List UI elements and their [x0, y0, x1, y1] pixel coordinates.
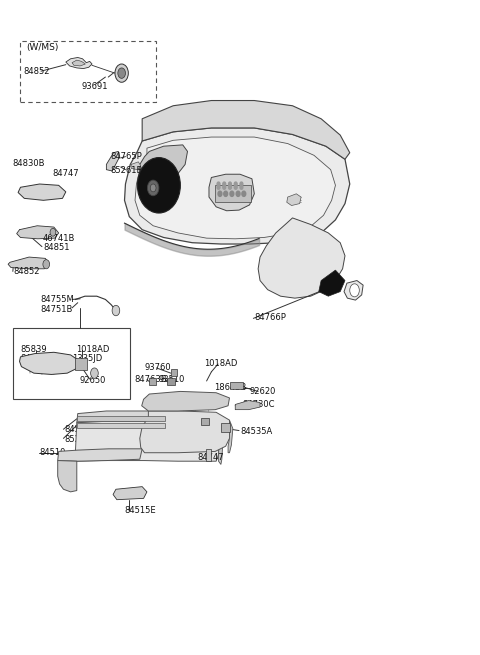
Bar — [205, 449, 211, 461]
Circle shape — [218, 191, 222, 196]
Text: 1335JD: 1335JD — [192, 420, 223, 428]
Polygon shape — [107, 151, 120, 171]
Text: 84510: 84510 — [39, 448, 66, 457]
Polygon shape — [8, 257, 49, 269]
Text: 92620: 92620 — [250, 387, 276, 396]
Polygon shape — [142, 100, 350, 159]
Bar — [21, 41, 156, 102]
Polygon shape — [135, 137, 336, 239]
Polygon shape — [140, 411, 229, 453]
Circle shape — [115, 64, 128, 83]
Text: 18645B: 18645B — [214, 383, 246, 392]
Circle shape — [230, 191, 234, 196]
Text: 84747: 84747 — [21, 354, 47, 364]
Text: 46741B: 46741B — [43, 234, 75, 242]
Circle shape — [150, 184, 156, 192]
Text: 84751B: 84751B — [40, 305, 73, 314]
Circle shape — [147, 180, 159, 196]
Text: 92650: 92650 — [79, 376, 106, 385]
Polygon shape — [319, 270, 345, 296]
Text: 84755M: 84755M — [40, 295, 74, 304]
Circle shape — [223, 185, 226, 189]
Circle shape — [240, 182, 243, 186]
Text: 84766P: 84766P — [254, 312, 286, 322]
Circle shape — [91, 368, 98, 379]
Text: 84513C: 84513C — [64, 424, 97, 434]
Polygon shape — [75, 421, 220, 461]
Polygon shape — [113, 487, 147, 500]
Circle shape — [228, 182, 231, 186]
Text: 84763B: 84763B — [134, 375, 167, 384]
Circle shape — [217, 185, 220, 189]
Polygon shape — [142, 392, 229, 411]
Polygon shape — [17, 226, 59, 239]
Bar — [201, 417, 208, 425]
Text: 1335JD: 1335JD — [72, 354, 102, 364]
Text: 84851: 84851 — [43, 244, 70, 252]
Circle shape — [234, 185, 237, 189]
Polygon shape — [18, 184, 66, 200]
Polygon shape — [72, 60, 85, 66]
Text: 85261B: 85261B — [110, 166, 143, 176]
Circle shape — [43, 259, 49, 269]
Bar — [77, 422, 165, 428]
Polygon shape — [140, 145, 188, 179]
Bar — [77, 416, 165, 421]
Circle shape — [234, 182, 237, 186]
Bar — [171, 369, 178, 376]
Text: 84535A: 84535A — [240, 427, 272, 436]
Circle shape — [350, 284, 360, 297]
Circle shape — [223, 182, 226, 186]
Bar — [13, 328, 130, 400]
Text: 84747: 84747 — [197, 453, 224, 462]
Circle shape — [217, 182, 220, 186]
Bar — [221, 422, 230, 432]
Text: 93760: 93760 — [144, 364, 171, 373]
Polygon shape — [124, 128, 350, 244]
Polygon shape — [58, 460, 77, 492]
Bar — [149, 379, 156, 385]
Polygon shape — [58, 449, 142, 461]
Circle shape — [242, 191, 246, 196]
Text: 93510: 93510 — [159, 375, 185, 384]
Text: 84730C: 84730C — [242, 400, 275, 409]
Polygon shape — [218, 426, 223, 464]
Text: 1018AD: 1018AD — [204, 359, 238, 368]
Text: 93691: 93691 — [82, 83, 108, 91]
Polygon shape — [209, 174, 254, 211]
Polygon shape — [235, 401, 260, 409]
Text: 84830B: 84830B — [12, 159, 44, 168]
Text: (W/MS): (W/MS) — [26, 43, 59, 52]
Text: 84747: 84747 — [52, 169, 79, 178]
Polygon shape — [287, 194, 301, 206]
Text: 84852: 84852 — [24, 67, 50, 76]
Polygon shape — [344, 280, 363, 300]
Text: 1018AD: 1018AD — [76, 345, 109, 354]
Text: 84515E: 84515E — [124, 506, 156, 515]
Circle shape — [50, 229, 56, 236]
Bar — [75, 358, 87, 370]
Text: 84765P: 84765P — [110, 152, 142, 161]
Bar — [229, 383, 243, 389]
Circle shape — [112, 305, 120, 316]
Circle shape — [224, 191, 228, 196]
Text: 85261C: 85261C — [64, 434, 97, 443]
Text: 84852: 84852 — [13, 267, 40, 276]
Circle shape — [228, 185, 231, 189]
Bar — [215, 185, 251, 202]
Polygon shape — [228, 420, 233, 453]
Polygon shape — [77, 411, 221, 426]
Text: 85839: 85839 — [21, 345, 47, 354]
Circle shape — [118, 68, 125, 79]
Bar — [168, 379, 175, 385]
Circle shape — [240, 185, 243, 189]
Polygon shape — [258, 218, 345, 298]
Ellipse shape — [137, 158, 180, 213]
Polygon shape — [131, 162, 141, 170]
Circle shape — [236, 191, 240, 196]
Polygon shape — [20, 352, 80, 375]
Polygon shape — [66, 58, 92, 69]
